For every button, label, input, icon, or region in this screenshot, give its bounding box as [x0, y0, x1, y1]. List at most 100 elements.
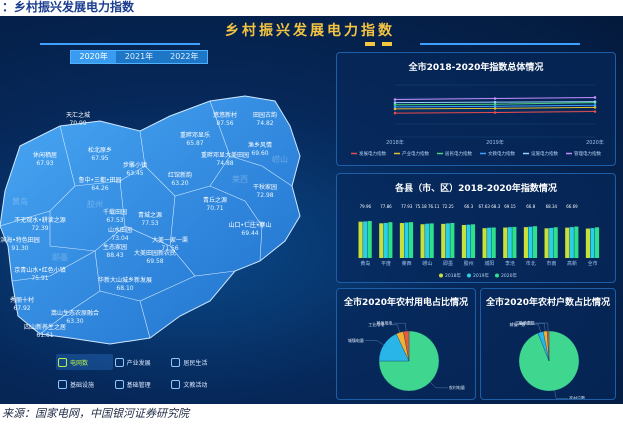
pie-leader-line: [535, 322, 549, 332]
bar: [399, 223, 404, 258]
overall-index-title: 全市2018-2020年指数总体情况: [408, 63, 544, 73]
bar-chart-icon: [58, 357, 67, 367]
year-tab-2022[interactable]: 2022年: [170, 52, 199, 61]
map-region-name[interactable]: 鲁中•三都•田园: [78, 177, 122, 184]
map-region-value: 74.88: [216, 160, 234, 167]
map-region-value: 73.04: [111, 235, 129, 242]
map-region-value: 77.53: [141, 220, 159, 227]
map-region-name[interactable]: 大美一家一渠: [151, 237, 188, 244]
series-point: [393, 101, 397, 104]
map-region-name[interactable]: 重畔邓显乐: [179, 132, 210, 139]
map-region-name[interactable]: 滨海•特色田园: [0, 237, 40, 244]
home-icon: [171, 357, 181, 367]
map-region-name[interactable]: 生态家园: [102, 244, 127, 251]
bar: [404, 222, 409, 258]
legend-residential[interactable]: 居民生活: [169, 354, 226, 370]
series-point: [593, 103, 597, 107]
x-tick-label: 平度: [381, 260, 391, 267]
map-region-name[interactable]: 四山新养生之居: [23, 324, 66, 331]
legend-culture[interactable]: 文教活动: [169, 376, 226, 392]
year-tab-2020[interactable]: 2020年: [71, 51, 117, 63]
rural-household-share-title: 全市2020年农村户数占比情况: [485, 298, 611, 308]
legend-label: 产业发展: [126, 359, 151, 367]
series-point: [593, 96, 597, 99]
map-region-name[interactable]: 悠悠新村: [212, 112, 237, 119]
map-region-name[interactable]: 青城之源: [137, 212, 162, 219]
map-district-watermark: 崂山: [272, 155, 288, 164]
map-region-value: 87.56: [216, 120, 234, 127]
bar: [408, 222, 414, 258]
series-point: [493, 102, 497, 106]
bar: [388, 222, 393, 258]
map-region-name[interactable]: 天汇之城: [65, 112, 90, 119]
series-point: [593, 100, 597, 103]
map-region-name[interactable]: 干秋家园: [252, 184, 277, 191]
legend-industry[interactable]: 产业发展: [113, 354, 170, 370]
legend-infrastructure[interactable]: 基础设施: [56, 376, 113, 392]
pie-slice-label: 其他用电: [376, 319, 392, 325]
map-region-name[interactable]: 红馆新韵: [167, 172, 192, 179]
legend-electric-network[interactable]: 电网数: [56, 354, 113, 370]
map-borders: [0, 100, 293, 339]
legend-entry: 发展电力指数: [359, 150, 386, 157]
x-tick-label: 城阳: [484, 260, 494, 267]
factory-icon: [114, 357, 124, 367]
legend-entry: 产业电力指数: [402, 150, 429, 157]
rural-household-share-panel: 全市2020年农村户数占比情况 农村户数 城镇户数 工业户数 其他户数: [480, 288, 616, 400]
map-district-watermark: 胶州: [87, 200, 103, 209]
pie-leader-line: [385, 324, 400, 333]
map-region-name[interactable]: 京青山水•红色小镇: [14, 267, 66, 274]
x-tick-label: 李沧: [505, 260, 515, 267]
bar: [523, 227, 528, 258]
bar-value-label: 79.96: [360, 204, 372, 209]
title-bar-left: [40, 43, 200, 45]
map-region-name[interactable]: 田园古韵: [252, 112, 277, 119]
map-region-name[interactable]: 华新大山城乡新发展: [97, 277, 152, 284]
map-region-name[interactable]: 山口•仁庄•寨山: [228, 222, 272, 229]
map-region-name[interactable]: 大美田园新农民: [133, 250, 176, 257]
legend-label: 基础设施: [70, 381, 95, 389]
map-region-name[interactable]: 山水田园: [107, 227, 132, 234]
legend-management[interactable]: 基础管理: [113, 376, 170, 392]
map-region-name[interactable]: 蒿山生态农原融合: [50, 310, 99, 317]
series-point: [393, 105, 397, 109]
map-region-value: 64.26: [91, 185, 109, 192]
map-region-name[interactable]: 渔乡风情: [247, 142, 272, 149]
map-region-name[interactable]: 重畔邓显大美田园: [200, 152, 249, 159]
pie-slice: [378, 330, 440, 392]
legend-swatch: [439, 273, 443, 278]
year-tab-2021[interactable]: 2021年: [124, 52, 154, 61]
bar: [363, 221, 368, 258]
bar-value-label: 66.3: [464, 204, 473, 209]
map-region-name[interactable]: 青丘之源: [202, 197, 227, 204]
dashboard-title: 乡村振兴发展电力指数: [225, 23, 395, 39]
year-tabs: 2020年 2021年 2022年: [70, 50, 208, 64]
series-point: [493, 105, 497, 108]
map-region-name[interactable]: 步雕小镇: [122, 162, 147, 169]
book-icon: [171, 379, 181, 389]
map-region-value: 69.44: [241, 230, 259, 237]
bar: [532, 226, 538, 258]
series-point: [493, 111, 497, 114]
bar: [512, 226, 517, 258]
map-region-value: 67.92: [13, 305, 31, 312]
map-region-name[interactable]: 不无观水•耕读之源: [14, 217, 66, 224]
map-region-name[interactable]: 休闲栖居: [32, 152, 57, 159]
dashboard-screenshot: 乡村振兴发展电力指数 2020年 2021年 2022年: [0, 16, 623, 404]
bar: [429, 223, 434, 258]
x-tick-label: 2018年: [386, 139, 404, 146]
network-icon: [114, 379, 124, 389]
map-region-name[interactable]: 秀丽十村: [9, 297, 34, 304]
series-point: [593, 110, 597, 113]
map-region-name[interactable]: 千载田园: [102, 209, 127, 216]
tower-icon: [58, 379, 67, 389]
bar: [553, 227, 558, 258]
bar: [466, 224, 471, 258]
map-region-name[interactable]: 松北原乡: [87, 147, 112, 154]
bar: [569, 227, 574, 258]
legend-entry: 设施电力指数: [531, 150, 558, 157]
map-region-value: 88.43: [106, 252, 124, 259]
map-district-watermark: 莱西: [232, 175, 248, 184]
